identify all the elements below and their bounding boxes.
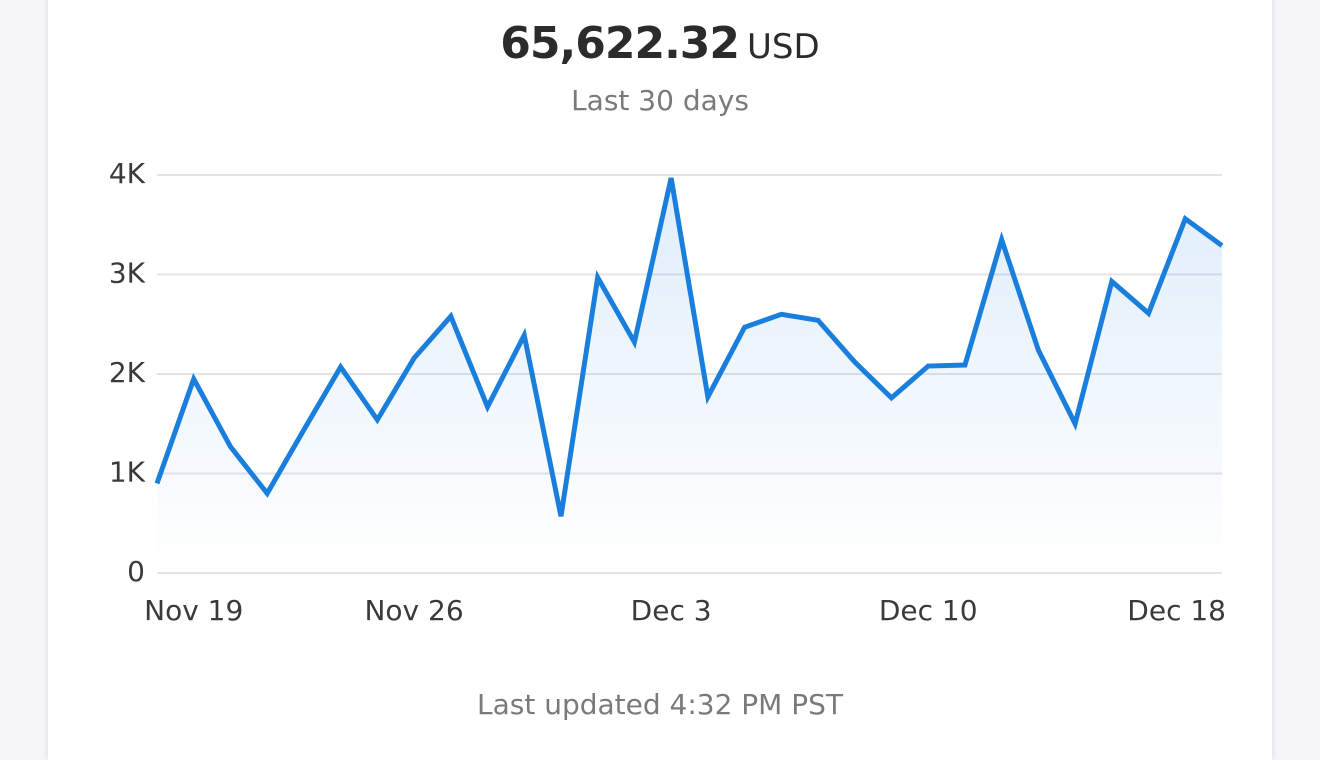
- x-tick-label: Dec 3: [631, 594, 712, 627]
- y-tick-label: 2K: [109, 356, 146, 389]
- x-tick-label: Nov 26: [364, 594, 463, 627]
- currency: USD: [747, 27, 820, 67]
- x-tick-label: Nov 19: [144, 594, 243, 627]
- y-tick-label: 0: [127, 555, 145, 588]
- amount-value: 65,622.32: [500, 18, 740, 69]
- x-tick-label: Dec 10: [879, 594, 978, 627]
- x-tick-label: Dec 18: [1127, 594, 1226, 627]
- area: [157, 177, 1222, 574]
- y-tick-label: 3K: [109, 257, 146, 290]
- line: [154, 177, 1224, 517]
- chart: 0 1K 2K 3K 4K Nov 19 Nov 26 Dec 3 Dec 10 Dec 18: [109, 157, 1226, 627]
- last-updated: Last updated 4:32 PM PST: [476, 688, 844, 721]
- page: 65,622.32 USD Last 30 days 0 1K 2K 3K 4K Nov 1…: [0, 18, 1320, 721]
- period: Last 30 days: [571, 84, 749, 117]
- y-tick-label: 4K: [109, 157, 146, 190]
- amount: 65,622.32 USD: [0, 18, 1320, 69]
- y-tick-label: 1K: [109, 456, 146, 489]
